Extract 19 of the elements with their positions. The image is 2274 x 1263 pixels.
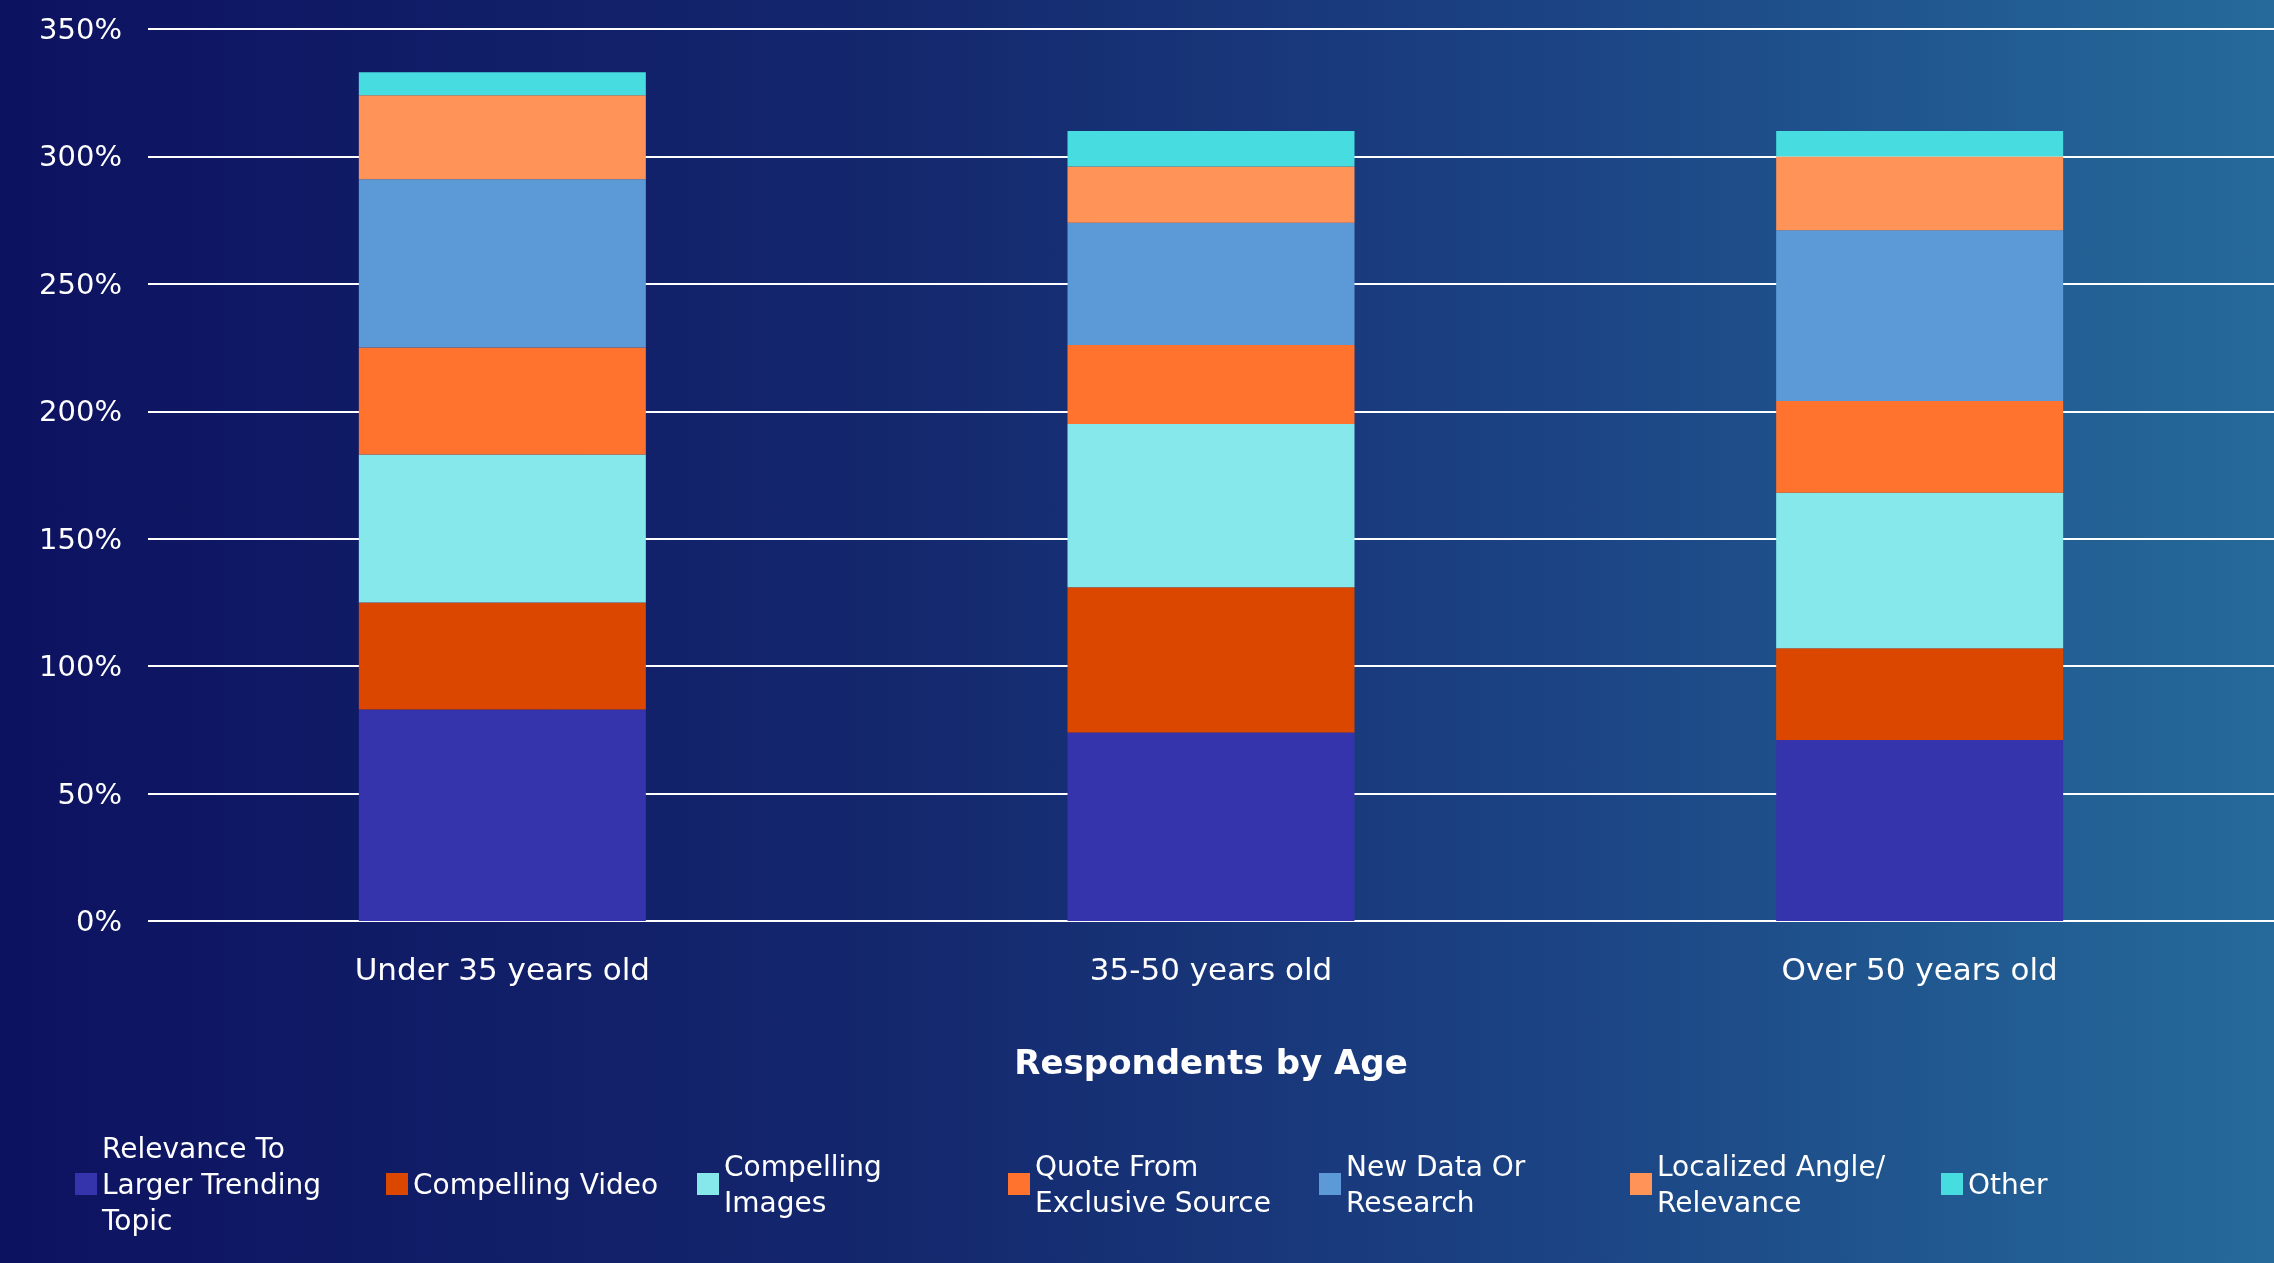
legend-label: Localized Angle/Relevance (1657, 1149, 1886, 1219)
legend-label: Compelling Images (724, 1149, 891, 1219)
legend-label: New Data Or Research (1346, 1149, 1535, 1219)
y-tick-label: 200% (39, 394, 122, 429)
y-tick-label: 0% (75, 904, 122, 938)
y-tick-label: 150% (39, 521, 122, 556)
y-tick-label: 300% (39, 139, 122, 174)
legend-label: Other (1968, 1167, 2048, 1201)
y-tick-label: 100% (39, 649, 122, 684)
x-tick-label: Over 50 years old (1781, 950, 2058, 987)
legend-label: Compelling Video (413, 1167, 659, 1201)
x-tick-label: 35-50 years old (1089, 950, 1333, 987)
y-tick-label: 50% (57, 776, 122, 811)
x-axis-title: Respondents by Age (1014, 1042, 1408, 1082)
y-tick-label: 350% (39, 12, 122, 46)
legend-label: Relevance To Larger Trending Topic (101, 1131, 331, 1237)
y-tick-label: 250% (39, 266, 122, 301)
x-tick-label: Under 35 years old (354, 950, 651, 987)
legend-label: Quote From Exclusive Source (1035, 1149, 1271, 1219)
